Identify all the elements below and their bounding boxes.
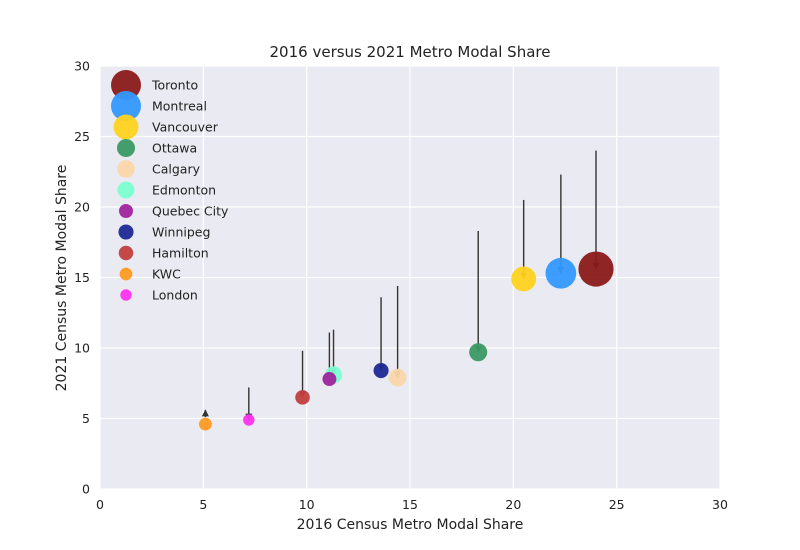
point-kwc: [199, 417, 212, 431]
point-toronto: [578, 251, 614, 287]
legend-marker-ottawa: [116, 138, 136, 158]
x-tick-label: 10: [299, 497, 315, 512]
legend-marker-kwc: [119, 267, 133, 281]
y-tick-label: 30: [74, 59, 90, 74]
point-calgary: [388, 368, 407, 387]
legend-label-calgary: Calgary: [152, 162, 201, 177]
legend-label-kwc: KWC: [152, 267, 181, 282]
x-tick-labels: 0 5 10 15 20 25 30: [96, 497, 728, 512]
point-london: [243, 414, 255, 426]
x-tick-label: 25: [609, 497, 625, 512]
legend-label-vancouver: Vancouver: [152, 120, 219, 135]
x-tick-label: 20: [505, 497, 521, 512]
y-tick-labels: 0 5 10 15 20 25 30: [74, 59, 90, 497]
point-hamilton: [295, 390, 310, 405]
legend-marker-edmonton: [117, 181, 135, 199]
legend-marker-quebec-city: [119, 204, 133, 218]
legend-marker-hamilton: [118, 245, 134, 261]
x-tick-label: 15: [402, 497, 418, 512]
y-tick-label: 20: [74, 200, 90, 215]
y-tick-label: 10: [74, 341, 90, 356]
x-axis-label: 2016 Census Metro Modal Share: [297, 517, 524, 533]
x-tick-label: 0: [96, 497, 104, 512]
legend-marker-toronto: [111, 70, 141, 100]
y-tick-label: 5: [82, 411, 90, 426]
legend: Toronto Montreal Vancouver Ottawa Calgary Edm…: [111, 70, 229, 303]
y-tick-label: 0: [82, 482, 90, 497]
legend-label-toronto: Toronto: [151, 78, 198, 93]
x-tick-label: 5: [199, 497, 207, 512]
legend-label-quebec-city: Quebec City: [152, 204, 229, 219]
legend-label-montreal: Montreal: [152, 99, 207, 114]
point-winnipeg: [373, 363, 389, 379]
legend-label-edmonton: Edmonton: [152, 183, 216, 198]
legend-label-hamilton: Hamilton: [152, 246, 209, 261]
y-axis-label: 2021 Census Metro Modal Share: [54, 165, 70, 392]
data-points: [199, 251, 614, 431]
legend-label-winnipeg: Winnipeg: [152, 225, 210, 240]
legend-marker-calgary: [117, 160, 135, 178]
point-quebec-city: [322, 372, 337, 387]
legend-marker-vancouver: [113, 114, 139, 140]
legend-label-london: London: [152, 288, 198, 303]
legend-marker-london: [120, 289, 132, 301]
y-tick-label: 15: [74, 270, 90, 285]
point-vancouver: [511, 266, 537, 292]
y-tick-label: 25: [74, 129, 90, 144]
point-ottawa: [469, 343, 488, 362]
arrows: [201, 150, 600, 421]
legend-label-ottawa: Ottawa: [152, 141, 197, 156]
legend-marker-winnipeg: [118, 224, 134, 240]
point-montreal: [545, 257, 577, 289]
chart-title: 2016 versus 2021 Metro Modal Share: [270, 43, 551, 61]
x-tick-label: 30: [712, 497, 728, 512]
legend-marker-montreal: [111, 91, 141, 121]
